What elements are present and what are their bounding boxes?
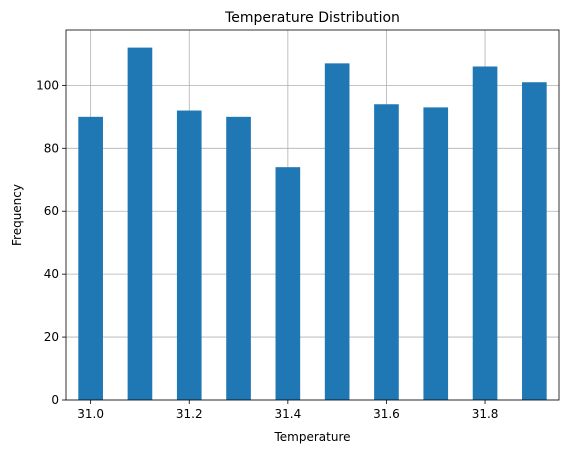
histogram-bar [127, 47, 153, 400]
histogram-bar [374, 104, 399, 400]
x-tick-label: 31.4 [274, 407, 301, 421]
y-axis-ticks: 0 20 40 60 80 100 [36, 78, 66, 407]
y-axis-label: Frequency [10, 184, 24, 246]
histogram-bar [226, 116, 251, 400]
chart-title: Temperature Distribution [224, 10, 400, 26]
x-tick-label: 31.8 [472, 407, 499, 421]
histogram-bar [522, 82, 547, 400]
histogram-bar [324, 63, 350, 400]
y-tick-label: 40 [44, 267, 59, 281]
x-axis-ticks: 31.0 31.2 31.4 31.6 31.8 [77, 400, 498, 421]
bars [78, 47, 547, 401]
plot-frame [65, 29, 560, 401]
y-tick-label: 100 [36, 78, 59, 92]
histogram-bar [472, 66, 498, 401]
y-tick-label: 80 [44, 141, 59, 155]
y-tick-label: 60 [44, 204, 59, 218]
y-tick-label: 20 [44, 330, 59, 344]
histogram-bar [176, 110, 202, 400]
x-tick-label: 31.0 [77, 407, 104, 421]
x-tick-label: 31.2 [176, 407, 203, 421]
histogram-bar [423, 107, 449, 401]
histogram-bar [275, 167, 301, 400]
x-tick-label: 31.6 [373, 407, 400, 421]
x-axis-label: Temperature [273, 430, 350, 444]
histogram-bar [78, 116, 103, 400]
y-tick-label: 0 [51, 393, 59, 407]
